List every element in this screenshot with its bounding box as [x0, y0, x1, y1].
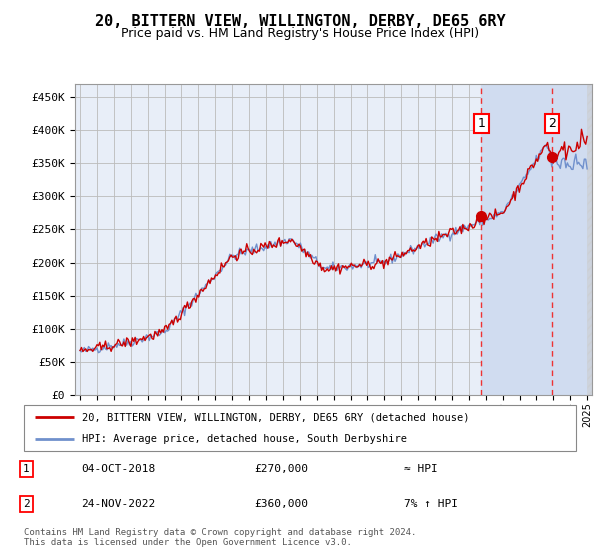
Text: 24-NOV-2022: 24-NOV-2022 [81, 499, 155, 509]
Text: 7% ↑ HPI: 7% ↑ HPI [404, 499, 458, 509]
FancyBboxPatch shape [24, 405, 576, 451]
Bar [481, 84, 592, 395]
Text: ≈ HPI: ≈ HPI [404, 464, 437, 474]
Text: 20, BITTERN VIEW, WILLINGTON, DERBY, DE65 6RY (detached house): 20, BITTERN VIEW, WILLINGTON, DERBY, DE6… [82, 412, 469, 422]
Text: 1: 1 [23, 464, 30, 474]
Text: Price paid vs. HM Land Registry's House Price Index (HPI): Price paid vs. HM Land Registry's House … [121, 27, 479, 40]
Text: 20, BITTERN VIEW, WILLINGTON, DERBY, DE65 6RY: 20, BITTERN VIEW, WILLINGTON, DERBY, DE6… [95, 14, 505, 29]
Text: £270,000: £270,000 [254, 464, 308, 474]
Text: Contains HM Land Registry data © Crown copyright and database right 2024.
This d: Contains HM Land Registry data © Crown c… [24, 528, 416, 547]
Text: 2: 2 [23, 499, 30, 509]
Text: £360,000: £360,000 [254, 499, 308, 509]
Text: 04-OCT-2018: 04-OCT-2018 [81, 464, 155, 474]
Bar [587, 84, 592, 395]
Text: 2: 2 [548, 117, 556, 130]
Text: HPI: Average price, detached house, South Derbyshire: HPI: Average price, detached house, Sout… [82, 435, 407, 444]
Text: 1: 1 [478, 117, 485, 130]
